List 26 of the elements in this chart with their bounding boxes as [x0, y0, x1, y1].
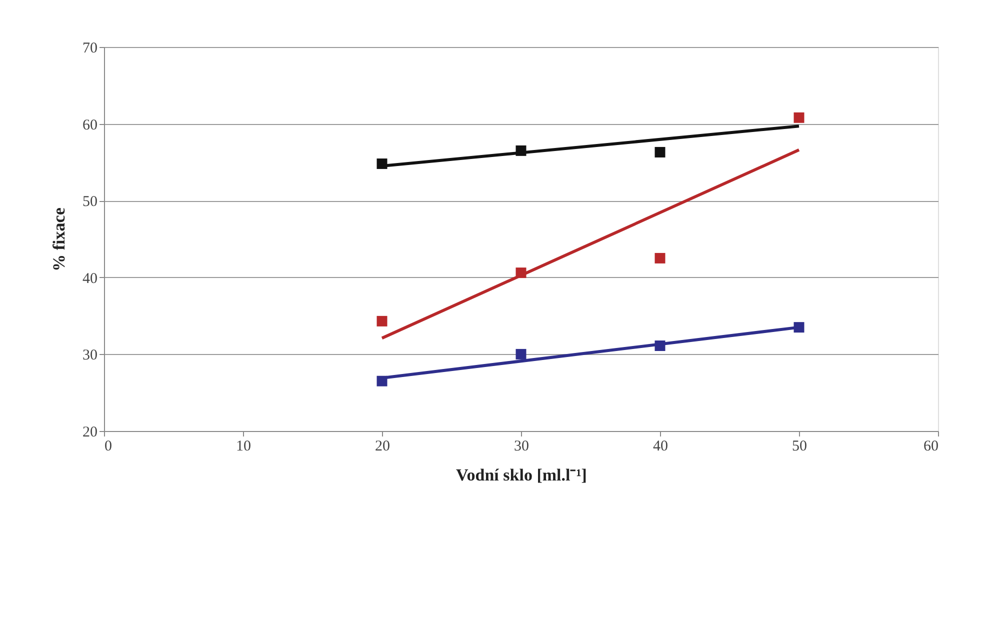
point	[516, 268, 526, 278]
x-tick-label: 40	[653, 438, 668, 454]
point	[794, 112, 804, 123]
x-tick-label: 0	[104, 438, 112, 454]
x-axis-title: Vodní sklo [ml.l⁻¹]	[456, 466, 587, 484]
point	[654, 252, 666, 264]
y-tick-label: 40	[82, 270, 98, 287]
x-tick-label: 60	[924, 438, 938, 454]
y-tick-label: 30	[82, 348, 98, 364]
x-tick-label: 50	[792, 438, 807, 454]
x-tick-label: 20	[375, 438, 390, 454]
point	[516, 348, 526, 360]
y-tick-label: 70	[82, 40, 98, 56]
point	[516, 145, 526, 156]
point	[376, 158, 388, 169]
point	[376, 316, 388, 326]
y-tick-label: 20	[82, 424, 98, 440]
y-axis-title: % fixace	[50, 207, 68, 272]
y-tick-label: 50	[82, 194, 98, 210]
x-tick-label: 30	[514, 438, 529, 454]
point	[376, 376, 388, 386]
x-tick-label: 10	[236, 438, 251, 454]
point	[794, 322, 804, 333]
y-tick-label: 60	[82, 117, 98, 134]
point	[654, 146, 666, 158]
point	[654, 340, 666, 351]
